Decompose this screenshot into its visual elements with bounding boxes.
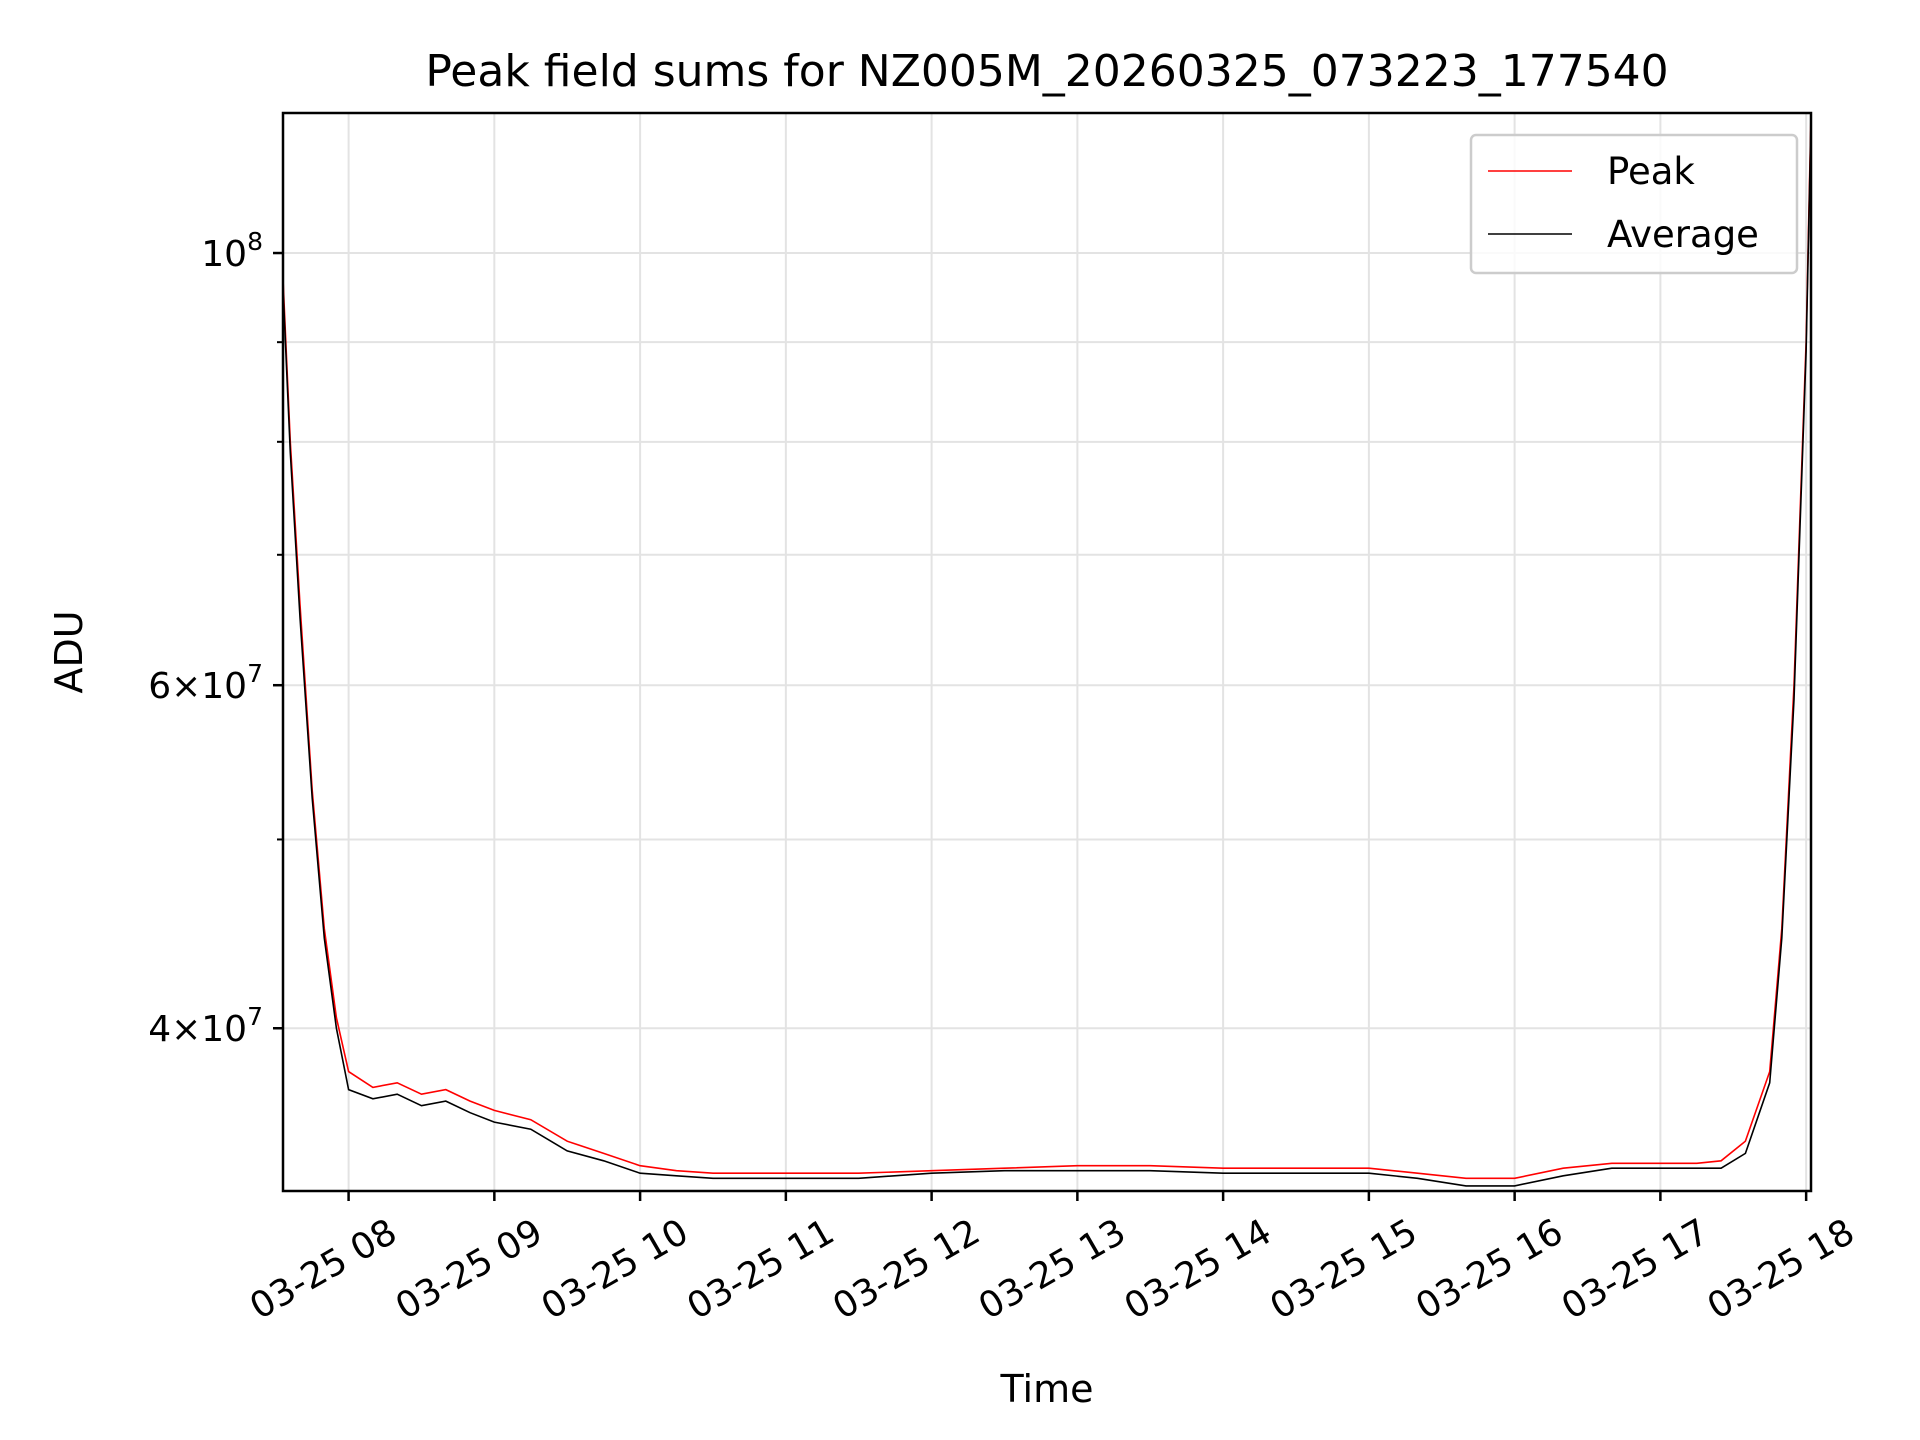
y-tick-label: 6×107 [148, 659, 263, 707]
legend-label-peak: Peak [1607, 150, 1695, 193]
chart-title: Peak field sums for NZ005M_20260325_0732… [425, 46, 1668, 97]
x-axis-label: Time [1000, 1367, 1094, 1411]
y-tick-label: 4×107 [148, 1002, 263, 1050]
legend-box [1469, 133, 1799, 275]
series-line-average [283, 120, 1811, 1187]
plot-frame [281, 111, 1813, 1193]
y-axis: 4×107 6×107 108 [148, 227, 283, 1050]
legend-label-average: Average [1607, 213, 1759, 256]
series-line-peak [283, 113, 1811, 1180]
y-axis-label: ADU [47, 610, 91, 693]
y-tick-label: 108 [201, 227, 263, 275]
legend: Peak Average [1469, 133, 1799, 275]
grid [283, 113, 1811, 1191]
series-layer [283, 113, 1811, 1187]
